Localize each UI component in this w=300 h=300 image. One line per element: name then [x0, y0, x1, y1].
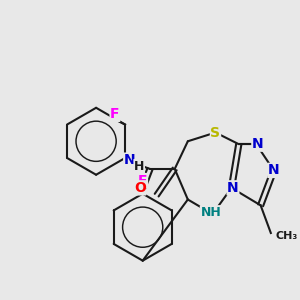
Text: CH₃: CH₃: [275, 231, 297, 241]
Text: N: N: [124, 153, 135, 167]
Text: N: N: [227, 181, 239, 195]
Text: H: H: [134, 160, 144, 172]
Text: S: S: [211, 125, 220, 140]
Text: N: N: [252, 137, 263, 151]
Text: N: N: [268, 164, 280, 177]
Text: O: O: [134, 181, 146, 195]
Text: F: F: [138, 174, 147, 188]
Text: F: F: [110, 107, 120, 121]
Text: NH: NH: [201, 206, 221, 219]
